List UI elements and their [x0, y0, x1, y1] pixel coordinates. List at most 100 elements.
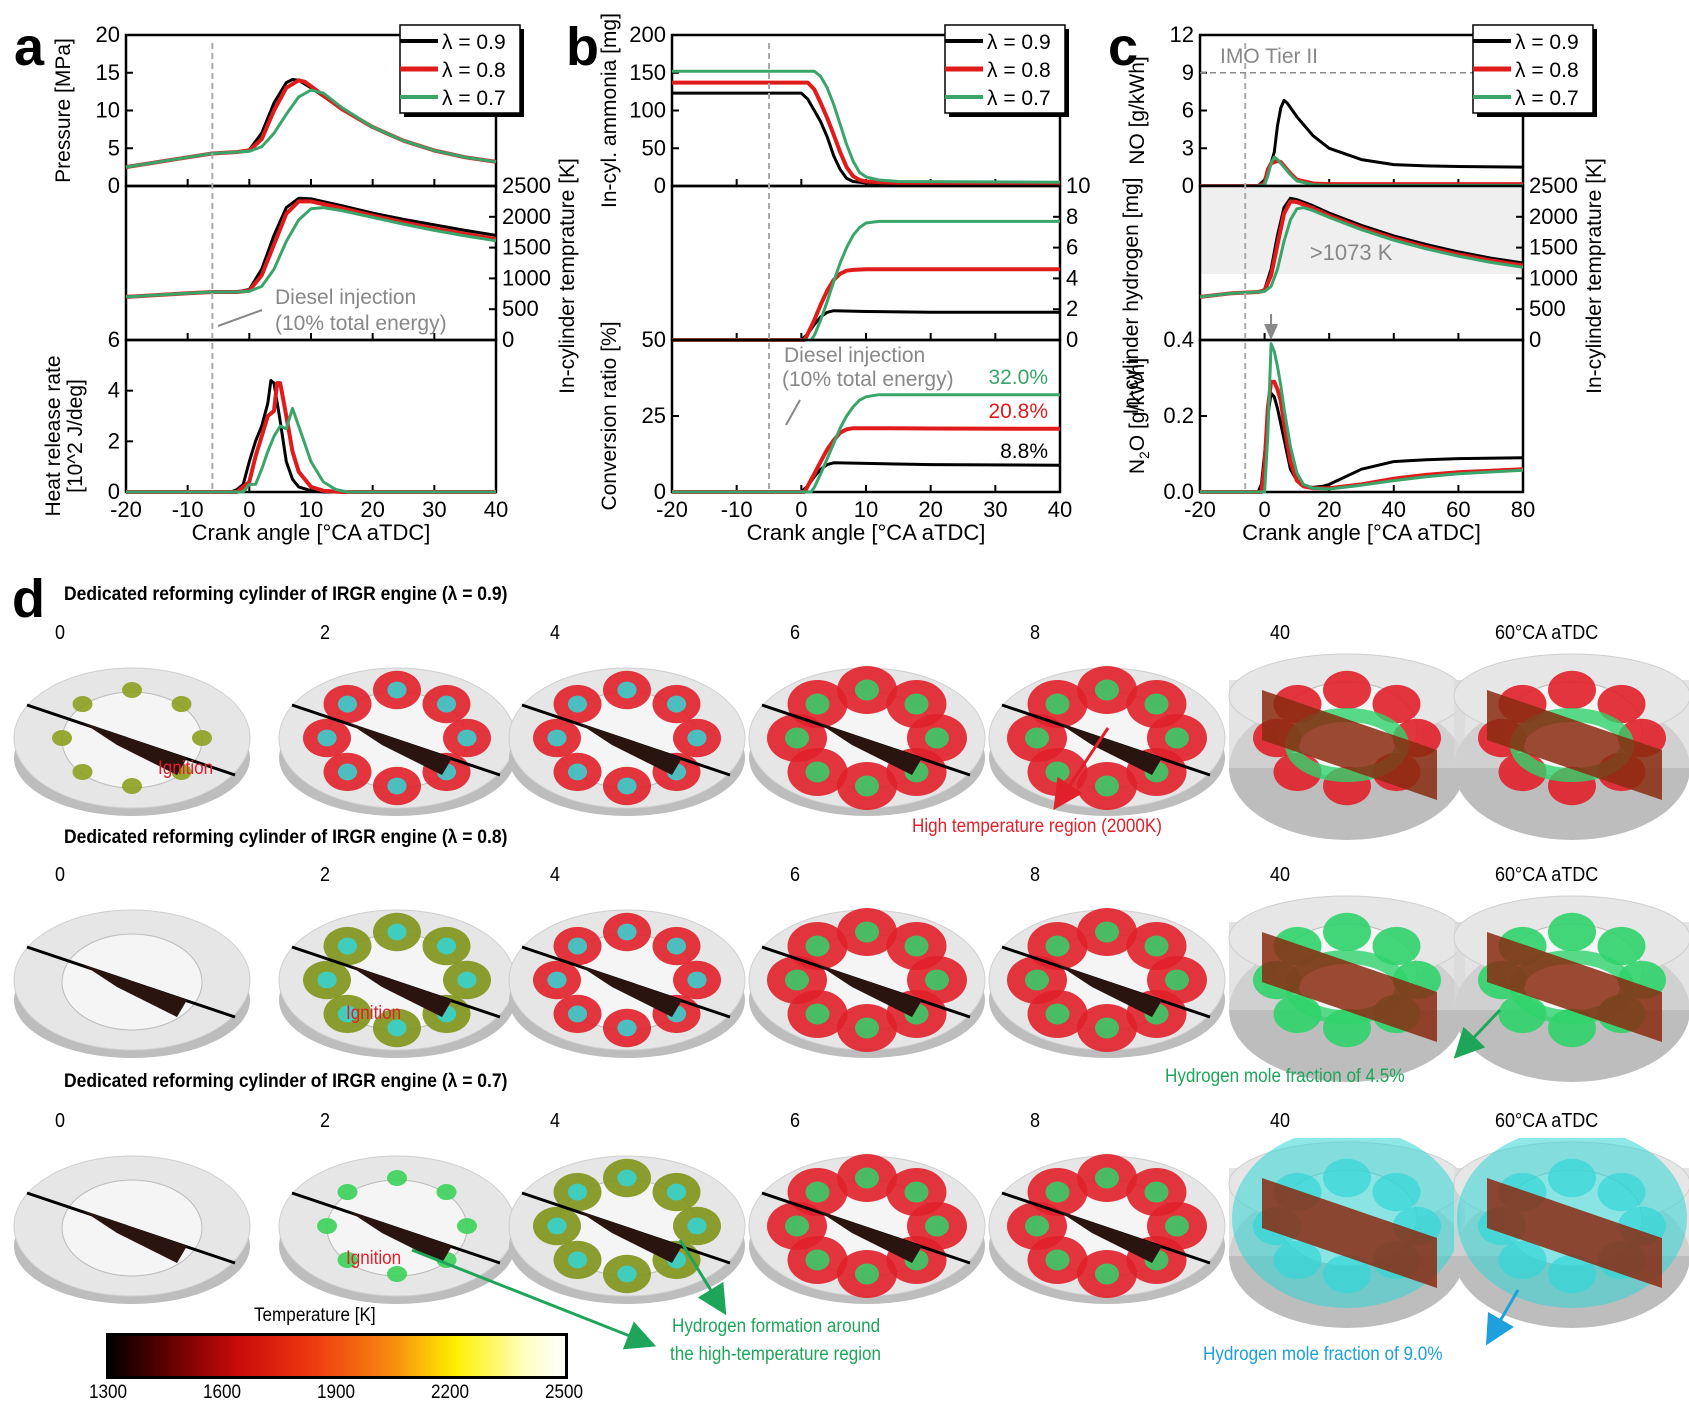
hydrogen-zone: [855, 679, 879, 701]
reaction-zone: [1323, 912, 1371, 952]
reaction-zone: [387, 1266, 407, 1282]
hydrogen-zone: [855, 1263, 879, 1285]
cyl-time-label: 40: [1270, 864, 1291, 886]
cut-plane-shadow: [82, 722, 187, 775]
hydrogen-zone: [617, 1265, 637, 1283]
a-legend-label-2: λ = 0.7: [442, 87, 506, 110]
hydrogen-zone: [1144, 935, 1169, 957]
cylinder-render: [278, 667, 516, 816]
b-diesel-arrow: [785, 399, 801, 426]
a-ytick-label-0: 0: [108, 173, 120, 198]
hydrogen-zone: [805, 761, 830, 783]
a-ylabel-2: Heat release rate: [42, 355, 65, 516]
c-xtick-label: 60: [1446, 497, 1470, 522]
hydrogen-zone: [547, 971, 567, 989]
a-ytick-label-2: 6: [108, 327, 120, 352]
cyl-time-label: 6: [790, 1110, 801, 1132]
cyl-time-label: 8: [1030, 622, 1041, 644]
reaction-zone: [72, 696, 93, 713]
a-ylabel-2-unit: [10^2 J/deg]: [64, 379, 87, 493]
cylinder-render: [508, 909, 746, 1058]
c-ytick-label-1: 1500: [1529, 235, 1578, 260]
hydrogen-zone: [805, 1181, 830, 1203]
c-xtick-label: 20: [1317, 497, 1341, 522]
cylinder-render: [508, 667, 746, 816]
a-ylabel-0: Pressure [MPa]: [52, 38, 75, 183]
hydrogen-zone: [617, 1169, 637, 1187]
hydrogen-zone: [547, 1217, 567, 1235]
a-series-2-2: [126, 406, 496, 494]
reaction-zone: [1597, 684, 1646, 724]
cyl-time-label: 6: [790, 622, 801, 644]
c-xtick-label: -20: [1184, 497, 1216, 522]
b-xlabel: Crank angle [°CA aTDC]: [747, 520, 986, 545]
hydrogen-zone: [567, 1005, 588, 1023]
hydrogen-zone: [687, 971, 707, 989]
a-diesel-annotation-2: (10% total energy): [275, 312, 447, 335]
b-ytick-label-1: 6: [1066, 235, 1078, 260]
hydrogen-zone: [1165, 727, 1189, 749]
reaction-zone: [1372, 684, 1421, 724]
a-series-2-1: [126, 381, 496, 494]
hydrogen-zone: [855, 921, 879, 943]
b-diesel-annotation-2: (10% total energy): [782, 368, 954, 391]
colorbar-tick-label: 1600: [202, 1382, 242, 1403]
hydrogen-zone: [1095, 1263, 1119, 1285]
hydrogen-zone: [1165, 969, 1189, 991]
b-diesel-annotation-1: Diesel injection: [784, 344, 925, 367]
c-n2o-arrowhead: [1264, 324, 1279, 340]
panel-letter-a: a: [14, 17, 45, 77]
b-legend-label-0: λ = 0.9: [987, 31, 1051, 54]
c-ytick-label-1: 2500: [1529, 173, 1578, 198]
temperature-cut-plane: [1262, 1178, 1437, 1288]
cyl-time-label: 4: [550, 864, 561, 886]
temperature-cut-plane: [1487, 690, 1662, 800]
hydrogen-zone: [785, 727, 809, 749]
hydrogen-zone: [617, 777, 637, 795]
reaction-zone: [1372, 926, 1421, 966]
cyl-time-label: 60°CA aTDC: [1495, 864, 1599, 886]
reaction-zone: [1597, 926, 1646, 966]
cyl-time-label: 2: [320, 622, 331, 644]
a-ylabel-right-1: In-cylinder temprature [K]: [556, 158, 579, 394]
a-ytick-label-0: 20: [96, 22, 120, 47]
c-ytick-label-0: 9: [1182, 60, 1194, 85]
cylinder-render: [278, 909, 516, 1058]
reaction-zone: [436, 1184, 457, 1201]
hydrogen-zone: [687, 729, 707, 747]
cylinder-render: [508, 1155, 746, 1304]
cylinder-render: [13, 667, 251, 816]
a-ytick-label-2: 2: [108, 428, 120, 453]
hydrogen-zone: [1095, 1017, 1119, 1039]
cylinder-render: [13, 1155, 251, 1304]
b-ytick-label-0: 50: [642, 135, 666, 160]
b-ytick-label-2: 25: [642, 403, 666, 428]
hydrogen-zone: [436, 695, 457, 713]
hydrogen-zone: [617, 1019, 637, 1037]
a-legend-label-1: λ = 0.8: [442, 59, 506, 82]
reaction-zone: [337, 1184, 358, 1201]
b-ytick-label-1: 2: [1066, 296, 1078, 321]
cyl-time-label: 60°CA aTDC: [1495, 622, 1599, 644]
temperature-cut-plane: [1487, 1178, 1662, 1288]
hydrogen-zone: [785, 969, 809, 991]
reaction-zone: [317, 1218, 337, 1234]
a-ytick-label-1: 2000: [502, 204, 551, 229]
a-ytick-label-1: 1500: [502, 235, 551, 260]
hydrogen-zone: [1045, 1003, 1070, 1025]
reaction-zone: [1323, 670, 1371, 710]
cylinder-render: [1453, 895, 1689, 1082]
hydrogen-zone: [1045, 1249, 1070, 1271]
cylinder-render: [988, 1154, 1226, 1304]
row-title-lambda-0-7: Dedicated reforming cylinder of IRGR eng…: [64, 1071, 508, 1092]
cylinder-render: [1228, 653, 1466, 840]
cut-plane-shadow: [82, 1210, 187, 1263]
hydrogen-zone: [567, 695, 588, 713]
b-legend-label-1: λ = 0.8: [987, 59, 1051, 82]
cylinder-render: [13, 909, 251, 1058]
c-xlabel: Crank angle [°CA aTDC]: [1242, 520, 1481, 545]
temperature-cut-plane: [1262, 932, 1437, 1042]
hydrogen-zone: [1095, 921, 1119, 943]
a-ytick-label-1: 500: [502, 296, 539, 321]
